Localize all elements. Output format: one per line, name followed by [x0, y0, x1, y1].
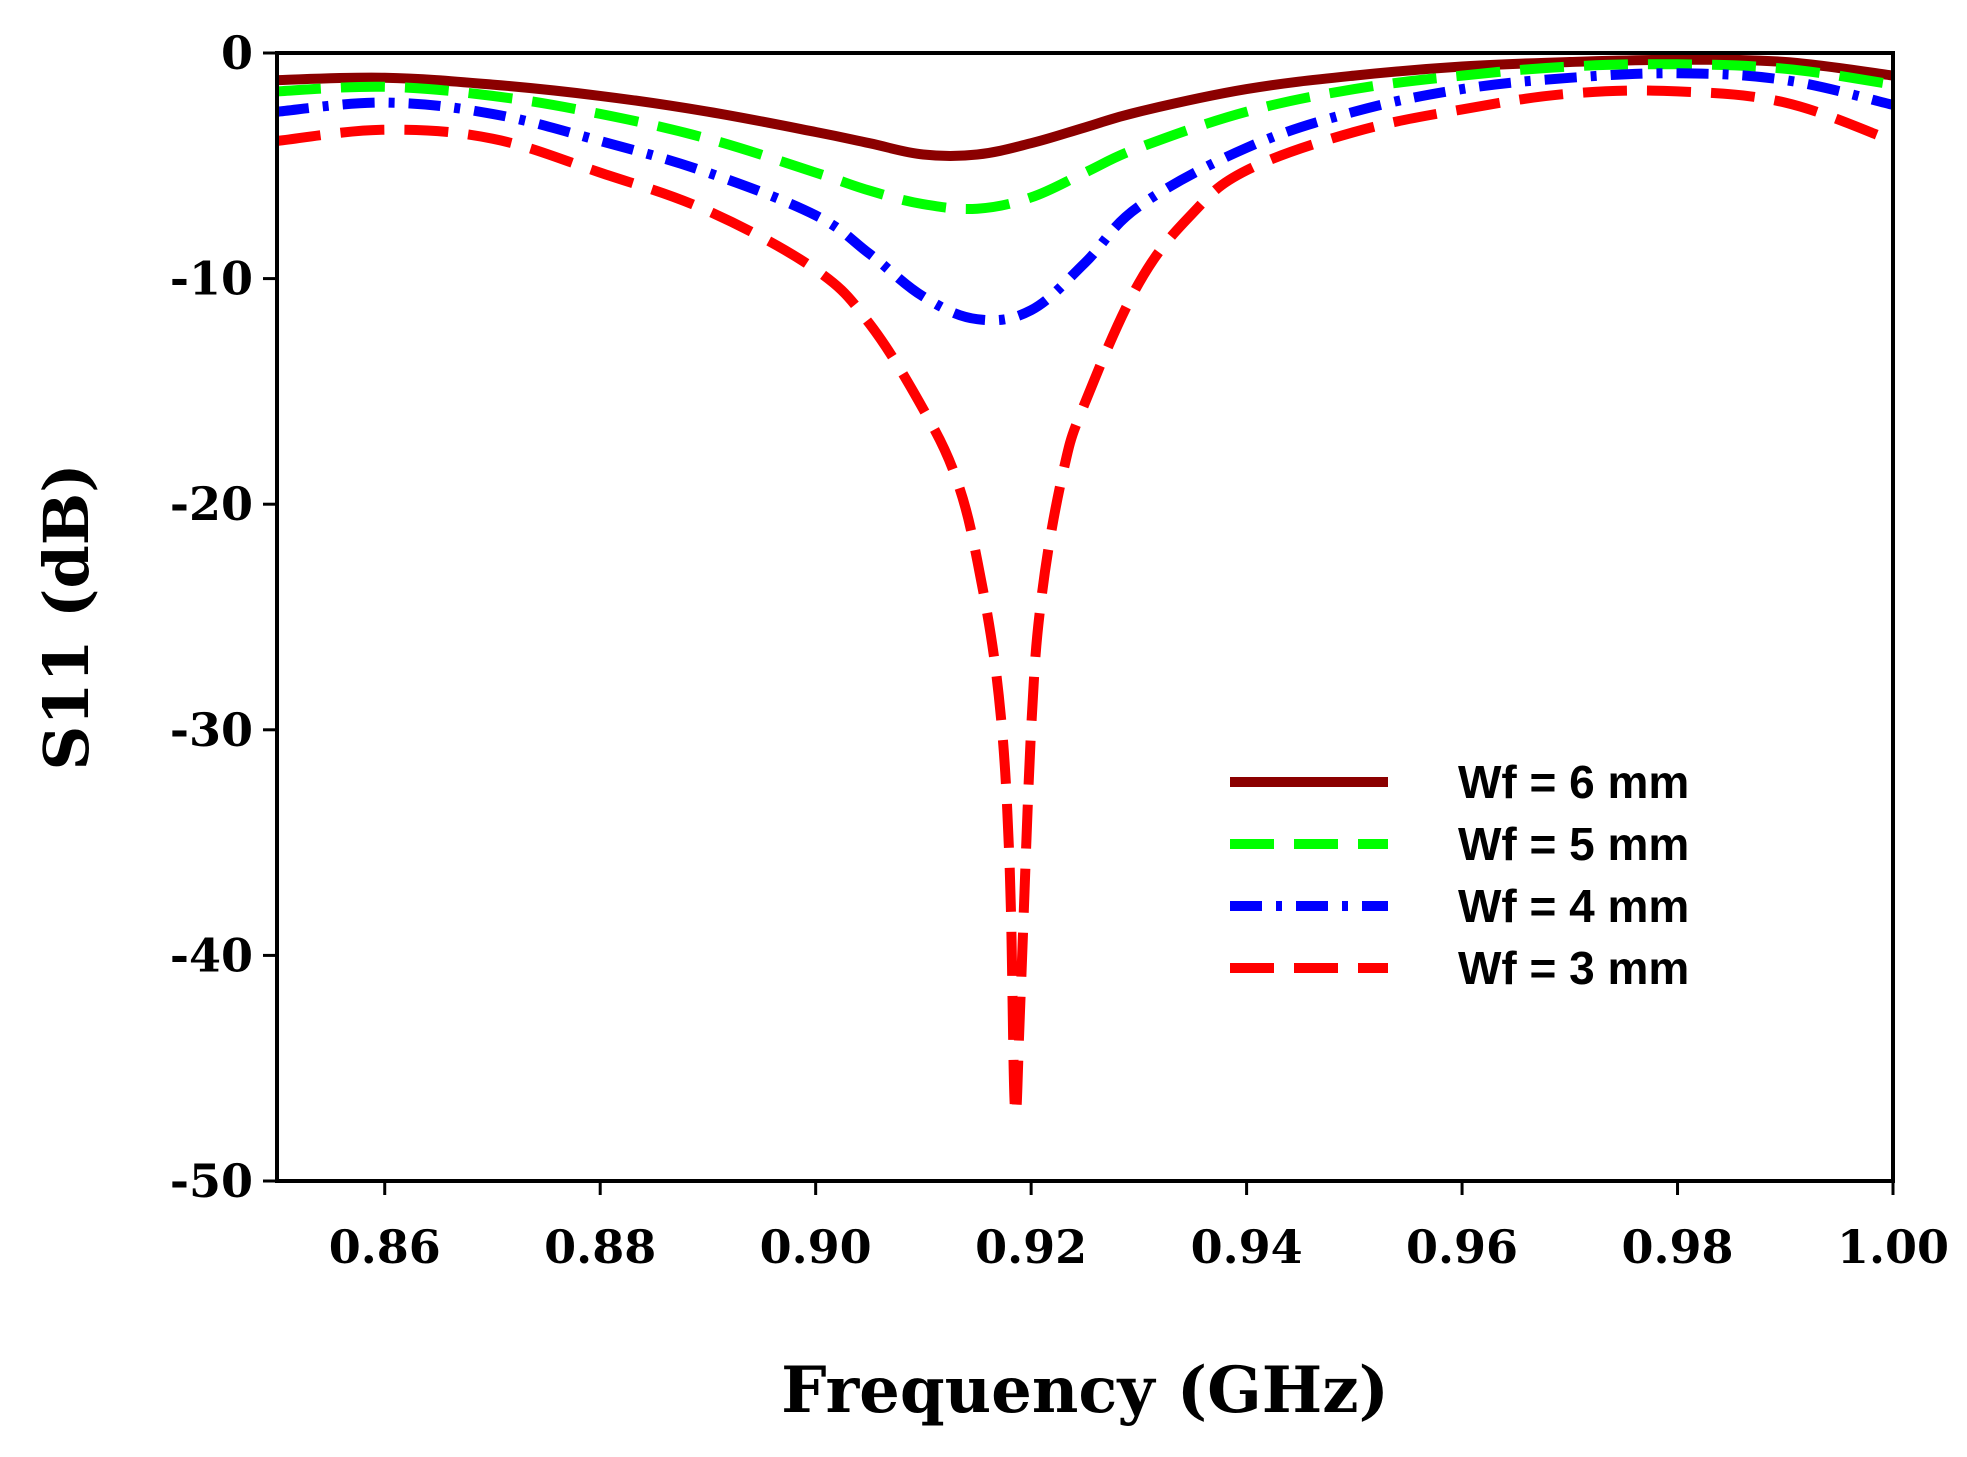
x-tick-label: 0.96: [1406, 1220, 1518, 1274]
x-tick-label: 0.86: [329, 1220, 441, 1274]
series-line-3: [277, 68, 1893, 326]
x-tick-label: 0.98: [1622, 1220, 1734, 1274]
legend: Wf = 6 mm Wf = 5 mm Wf = 4 mm Wf = 3 mm: [1230, 756, 1689, 994]
legend-label: Wf = 3 mm: [1458, 942, 1689, 994]
x-tick-label: 0.88: [544, 1220, 656, 1274]
y-axis: 0 -10 -20 -30 -40 -50: [170, 26, 277, 1208]
x-tick-label: 0.90: [760, 1220, 872, 1274]
series-line-2: [277, 59, 1893, 214]
series-line-4: [277, 85, 1893, 1120]
legend-label: Wf = 5 mm: [1458, 818, 1689, 870]
legend-label: Wf = 4 mm: [1458, 880, 1689, 932]
y-tick-label: 0: [221, 26, 253, 80]
x-axis: 0.86 0.88 0.90 0.92 0.94 0.96 0.98 1.00: [329, 1181, 1949, 1274]
x-tick-label: 0.94: [1191, 1220, 1303, 1274]
x-tick-label: 1.00: [1837, 1220, 1949, 1274]
y-tick-label: -10: [170, 252, 253, 306]
plot-area-frame: [275, 51, 1895, 1183]
y-tick-label: -50: [170, 1154, 253, 1208]
series-line-1: [277, 54, 1893, 162]
x-tick-label: 0.92: [975, 1220, 1087, 1274]
legend-label: Wf = 6 mm: [1458, 756, 1689, 808]
y-tick-label: -20: [170, 477, 253, 531]
x-axis-label: Frequency (GHz): [781, 1353, 1389, 1428]
y-tick-label: -40: [170, 928, 253, 982]
series-layer: [277, 54, 1893, 1120]
y-axis-label: S11 (dB): [30, 463, 103, 770]
y-tick-label: -30: [170, 703, 253, 757]
